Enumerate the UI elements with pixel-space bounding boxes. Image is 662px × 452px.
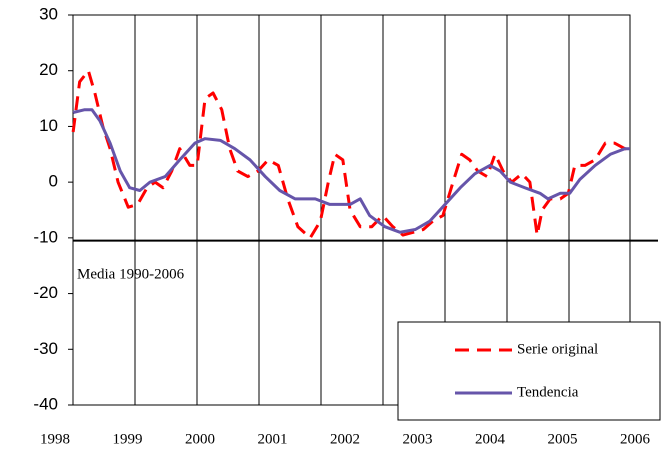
legend-label: Serie original xyxy=(517,341,598,357)
x-tick-label: 2004 xyxy=(475,431,506,447)
x-tick-label: 1999 xyxy=(113,431,143,447)
x-tick-label: 2003 xyxy=(403,431,433,447)
x-tick-label: 2005 xyxy=(548,431,578,447)
x-tick-label: 1998 xyxy=(40,431,70,447)
x-tick-label: 2000 xyxy=(185,431,215,447)
y-tick-label: 0 xyxy=(49,172,58,191)
legend-label: Tendencia xyxy=(517,384,579,400)
y-tick-label: 10 xyxy=(39,116,58,135)
plot-frame xyxy=(72,14,631,406)
legend-box xyxy=(397,321,661,421)
y-tick-label: -40 xyxy=(33,394,58,413)
x-tick-label: 2001 xyxy=(258,431,288,447)
y-tick-label: -20 xyxy=(33,283,58,302)
mean-label: Media 1990-2006 xyxy=(77,266,185,282)
y-tick-label: -10 xyxy=(33,227,58,246)
series-line xyxy=(71,69,630,240)
y-tick-label: 20 xyxy=(39,60,58,79)
y-tick-label: -30 xyxy=(33,339,58,358)
series-line xyxy=(72,108,630,234)
y-tick-label: 30 xyxy=(39,4,58,23)
x-tick-label: 2006 xyxy=(620,431,651,447)
x-tick-label: 2002 xyxy=(330,431,360,447)
